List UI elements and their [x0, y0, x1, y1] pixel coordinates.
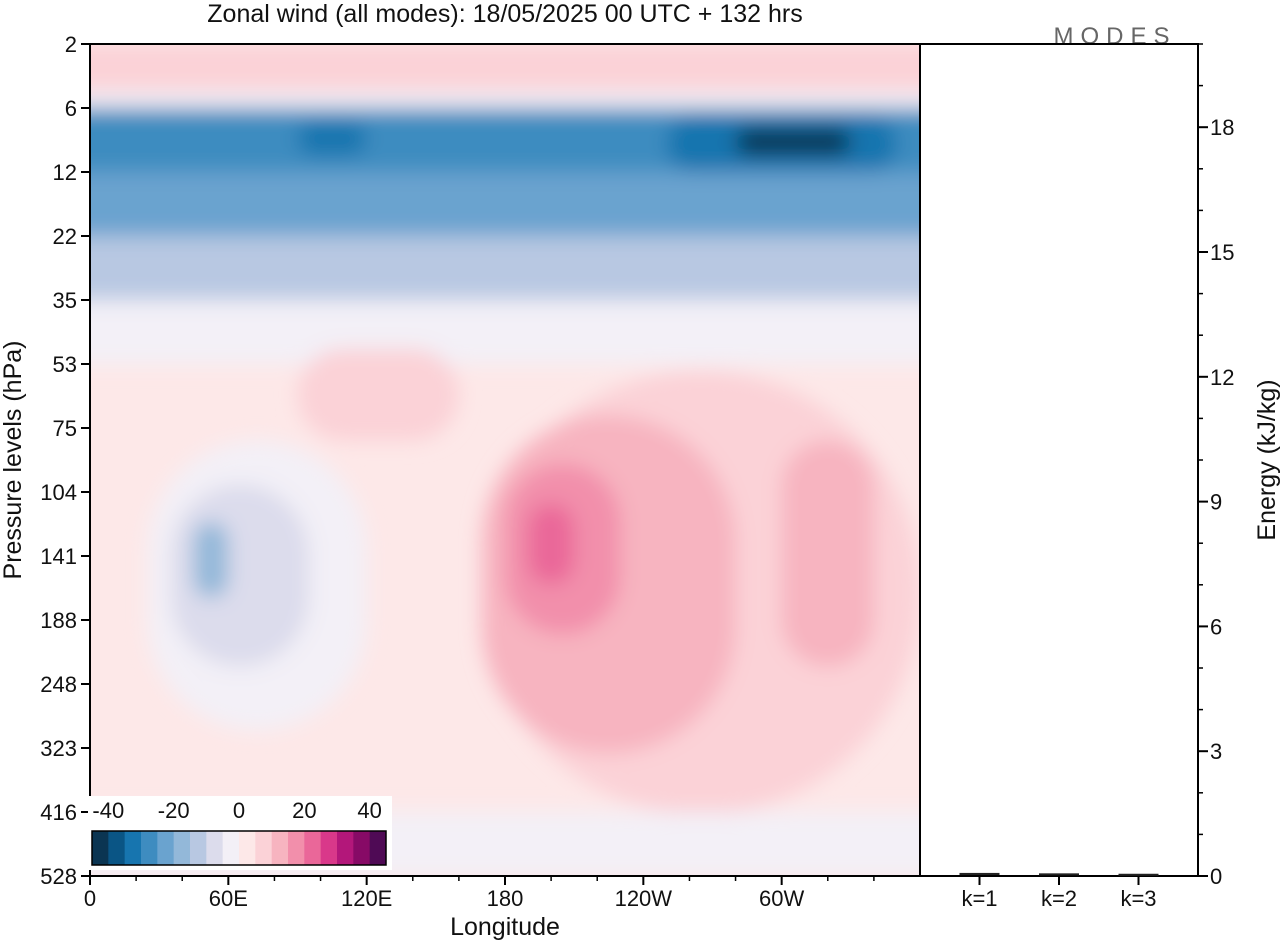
y-tick-label: 188 [40, 608, 77, 633]
x-axis-label: Longitude [450, 913, 560, 941]
energy-tick-label: 3 [1210, 739, 1222, 764]
heatmap-regions [90, 44, 920, 876]
x-axis-ticks: 0 60E 120E 180 120W 60W [84, 876, 875, 911]
energy-bars: k=1 k=2 k=3 [959, 872, 1159, 911]
energy-tick-label: 15 [1210, 240, 1234, 265]
colorbar-swatch [173, 831, 191, 865]
colorbar-swatch [255, 831, 273, 865]
colorbar-swatch [369, 831, 387, 865]
y-tick-label: 141 [40, 544, 77, 569]
x-tick-label: 60W [759, 886, 804, 911]
energy-tick-label: 12 [1210, 365, 1234, 390]
colorbar-swatch [222, 831, 240, 865]
colorbar-swatch [157, 831, 175, 865]
energy-plot-frame [919, 43, 1199, 877]
wind-region [170, 484, 310, 667]
wind-region [90, 300, 920, 364]
colorbar-swatch [320, 831, 338, 865]
colorbar-swatch [124, 831, 142, 865]
y-tick-label: 35 [53, 288, 77, 313]
chart-title: Zonal wind (all modes): 18/05/2025 00 UT… [207, 0, 802, 28]
colorbar-swatch [239, 831, 256, 865]
modes-logo: MODES [1053, 23, 1176, 50]
y-tick-label: 528 [40, 864, 77, 889]
energy-bar [959, 872, 1000, 875]
wind-region [297, 122, 367, 156]
y-axis-ticks: 2 6 12 22 35 53 75 104 141 188 248 323 416 528 [40, 32, 90, 889]
wind-region [90, 44, 920, 98]
y-tick-label: 2 [65, 32, 77, 57]
wind-region [90, 172, 920, 236]
colorbar-tick-label: 0 [233, 798, 245, 823]
colorbar-swatch [206, 831, 224, 865]
energy-tick-label: 6 [1210, 614, 1222, 639]
energy-axis-label: Energy (kJ/kg) [1253, 379, 1280, 540]
wind-region [90, 91, 920, 108]
colorbar-tick-label: 20 [292, 798, 316, 823]
colorbar-swatch [92, 831, 109, 865]
colorbar-swatch [190, 831, 207, 865]
wind-region [297, 348, 459, 441]
wind-region [193, 522, 229, 598]
energy-tick-label: 9 [1210, 490, 1222, 515]
y-tick-label: 104 [40, 480, 77, 505]
y-tick-label: 6 [65, 96, 77, 121]
colorbar-tick-label: 40 [357, 798, 381, 823]
wind-region [528, 503, 575, 585]
colorbar-swatch [288, 831, 305, 865]
energy-category-label: k=1 [961, 886, 997, 911]
energy-tick-label: 18 [1210, 115, 1234, 140]
x-tick-label: 0 [84, 886, 96, 911]
colorbar-swatch [141, 831, 158, 865]
energy-category-label: k=3 [1120, 886, 1156, 911]
y-tick-label: 248 [40, 672, 77, 697]
energy-category-label: k=2 [1041, 886, 1077, 911]
energy-bar [1039, 873, 1079, 876]
colorbar-swatch [304, 831, 322, 865]
y-axis-label: Pressure levels (hPa) [0, 341, 27, 580]
wind-region [781, 440, 874, 667]
colorbar-legend: -40 -20 0 20 40 [88, 796, 392, 870]
x-tick-label: 60E [209, 886, 248, 911]
colorbar-swatch [108, 831, 126, 865]
y-tick-label: 22 [53, 224, 77, 249]
colorbar-swatch [271, 831, 289, 865]
y-tick-label: 75 [53, 416, 77, 441]
x-tick-label: 180 [487, 886, 524, 911]
x-tick-label: 120W [615, 886, 673, 911]
colorbar-frame [91, 830, 387, 866]
wind-region [90, 236, 920, 300]
heatmap-area [90, 44, 920, 876]
energy-bar [1118, 873, 1159, 876]
colorbar-swatch [353, 831, 371, 865]
y-tick-label: 12 [53, 160, 77, 185]
y-tick-label: 416 [40, 800, 77, 825]
energy-axis-ticks: 0 3 6 9 12 15 18 [1198, 43, 1234, 889]
colorbar-swatch [337, 831, 354, 865]
y-tick-label: 53 [53, 352, 77, 377]
energy-tick-label: 0 [1210, 864, 1222, 889]
y-tick-label: 323 [40, 736, 77, 761]
x-tick-label: 120E [341, 886, 392, 911]
colorbar-tick-label: -40 [92, 798, 124, 823]
wind-region [735, 128, 851, 156]
colorbar-tick-label: -20 [158, 798, 190, 823]
